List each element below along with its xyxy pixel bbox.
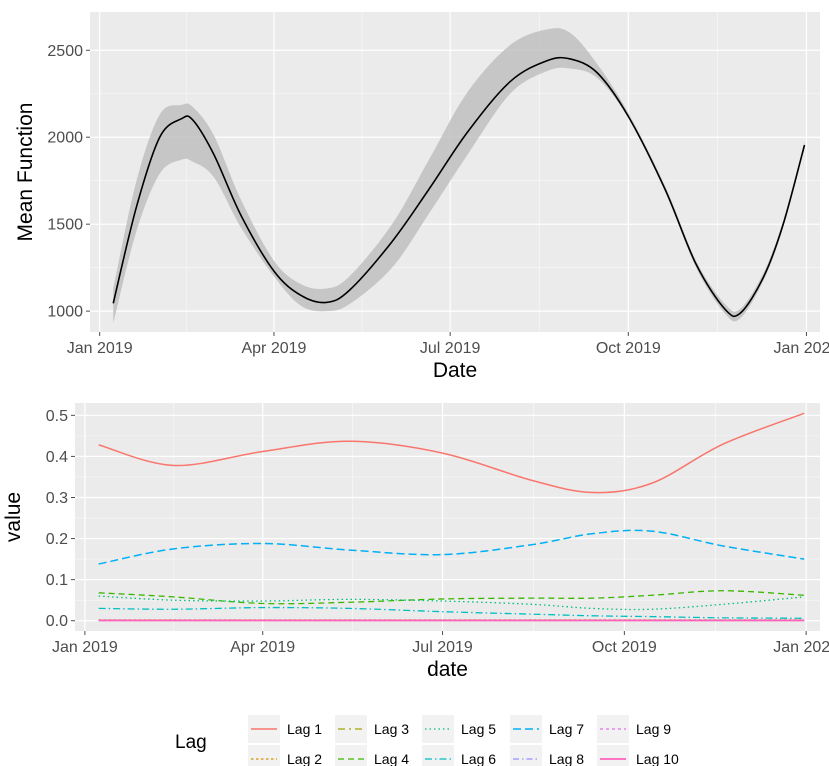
line-lag-1 bbox=[98, 412, 805, 494]
mean-function-line bbox=[112, 56, 806, 318]
legend-label-lag-7: Lag 7 bbox=[549, 721, 584, 737]
x-axis-title: date bbox=[427, 658, 468, 681]
x-axis-title: Date bbox=[433, 359, 477, 382]
legend-title: Lag bbox=[175, 732, 207, 753]
y-axis-title: Mean Function bbox=[14, 103, 37, 242]
y-tick-label: 0.1 bbox=[46, 572, 68, 589]
line-lag-6 bbox=[98, 606, 805, 619]
chart-2: 0.0 0.1 0.2 0.3 0.4 0.5 Jan 2019 Apr 2019 Jul 20… bbox=[2, 403, 829, 681]
line-lag-7 bbox=[98, 529, 805, 565]
legend-label-lag-9: Lag 9 bbox=[636, 721, 671, 737]
legend-label-lag-8: Lag 8 bbox=[549, 751, 584, 766]
y-tick-label: 0.5 bbox=[46, 408, 68, 425]
legend-key-background bbox=[422, 745, 454, 766]
y-tick-label: 1500 bbox=[47, 217, 83, 234]
legend-label-lag-10: Lag 10 bbox=[636, 751, 679, 766]
panel-background bbox=[75, 403, 820, 631]
y-tick-label: 2000 bbox=[47, 130, 83, 147]
legend-label-lag-5: Lag 5 bbox=[461, 721, 496, 737]
legend-key-background bbox=[335, 745, 367, 766]
x-tick-label: Jan 2019 bbox=[67, 340, 133, 357]
legend-label-lag-6: Lag 6 bbox=[461, 751, 496, 766]
y-tick-label: 1000 bbox=[47, 304, 83, 321]
x-tick-label: Jan 2020 bbox=[773, 639, 829, 656]
y-tick-label: 0.3 bbox=[46, 490, 68, 507]
x-tick-label: Jan 2019 bbox=[52, 639, 118, 656]
legend: Lag Lag 1 Lag 2 Lag 3 Lag 4 Lag 5 Lag 6 Lag 7 La… bbox=[175, 715, 679, 766]
y-tick-label: 0.2 bbox=[46, 531, 68, 548]
legend-label-lag-3: Lag 3 bbox=[374, 721, 409, 737]
legend-key-background bbox=[510, 745, 542, 766]
legend-label-lag-1: Lag 1 bbox=[287, 721, 322, 737]
y-tick-label: 2500 bbox=[47, 43, 83, 60]
x-tick-label: Apr 2019 bbox=[230, 639, 295, 656]
line-lag-4 bbox=[98, 590, 805, 605]
legend-label-lag-4: Lag 4 bbox=[374, 751, 409, 766]
x-tick-label: Jul 2019 bbox=[420, 340, 481, 357]
x-tick-label: Oct 2019 bbox=[592, 639, 657, 656]
legend-label-lag-2: Lag 2 bbox=[287, 751, 322, 766]
x-tick-label: Oct 2019 bbox=[596, 340, 661, 357]
legend-key-background bbox=[248, 745, 280, 766]
legend-key-background bbox=[597, 745, 629, 766]
y-axis-title: value bbox=[2, 492, 25, 542]
x-tick-label: Jul 2019 bbox=[412, 639, 473, 656]
x-tick-label: Apr 2019 bbox=[241, 340, 306, 357]
y-tick-label: 0.0 bbox=[46, 613, 68, 630]
chart-1: 1000 1500 2000 2500 Jan 2019 Apr 2019 Jul 2019… bbox=[14, 12, 829, 382]
legend-key-background bbox=[422, 715, 454, 743]
x-tick-label: Jan 2020 bbox=[774, 340, 829, 357]
y-tick-label: 0.4 bbox=[46, 449, 68, 466]
